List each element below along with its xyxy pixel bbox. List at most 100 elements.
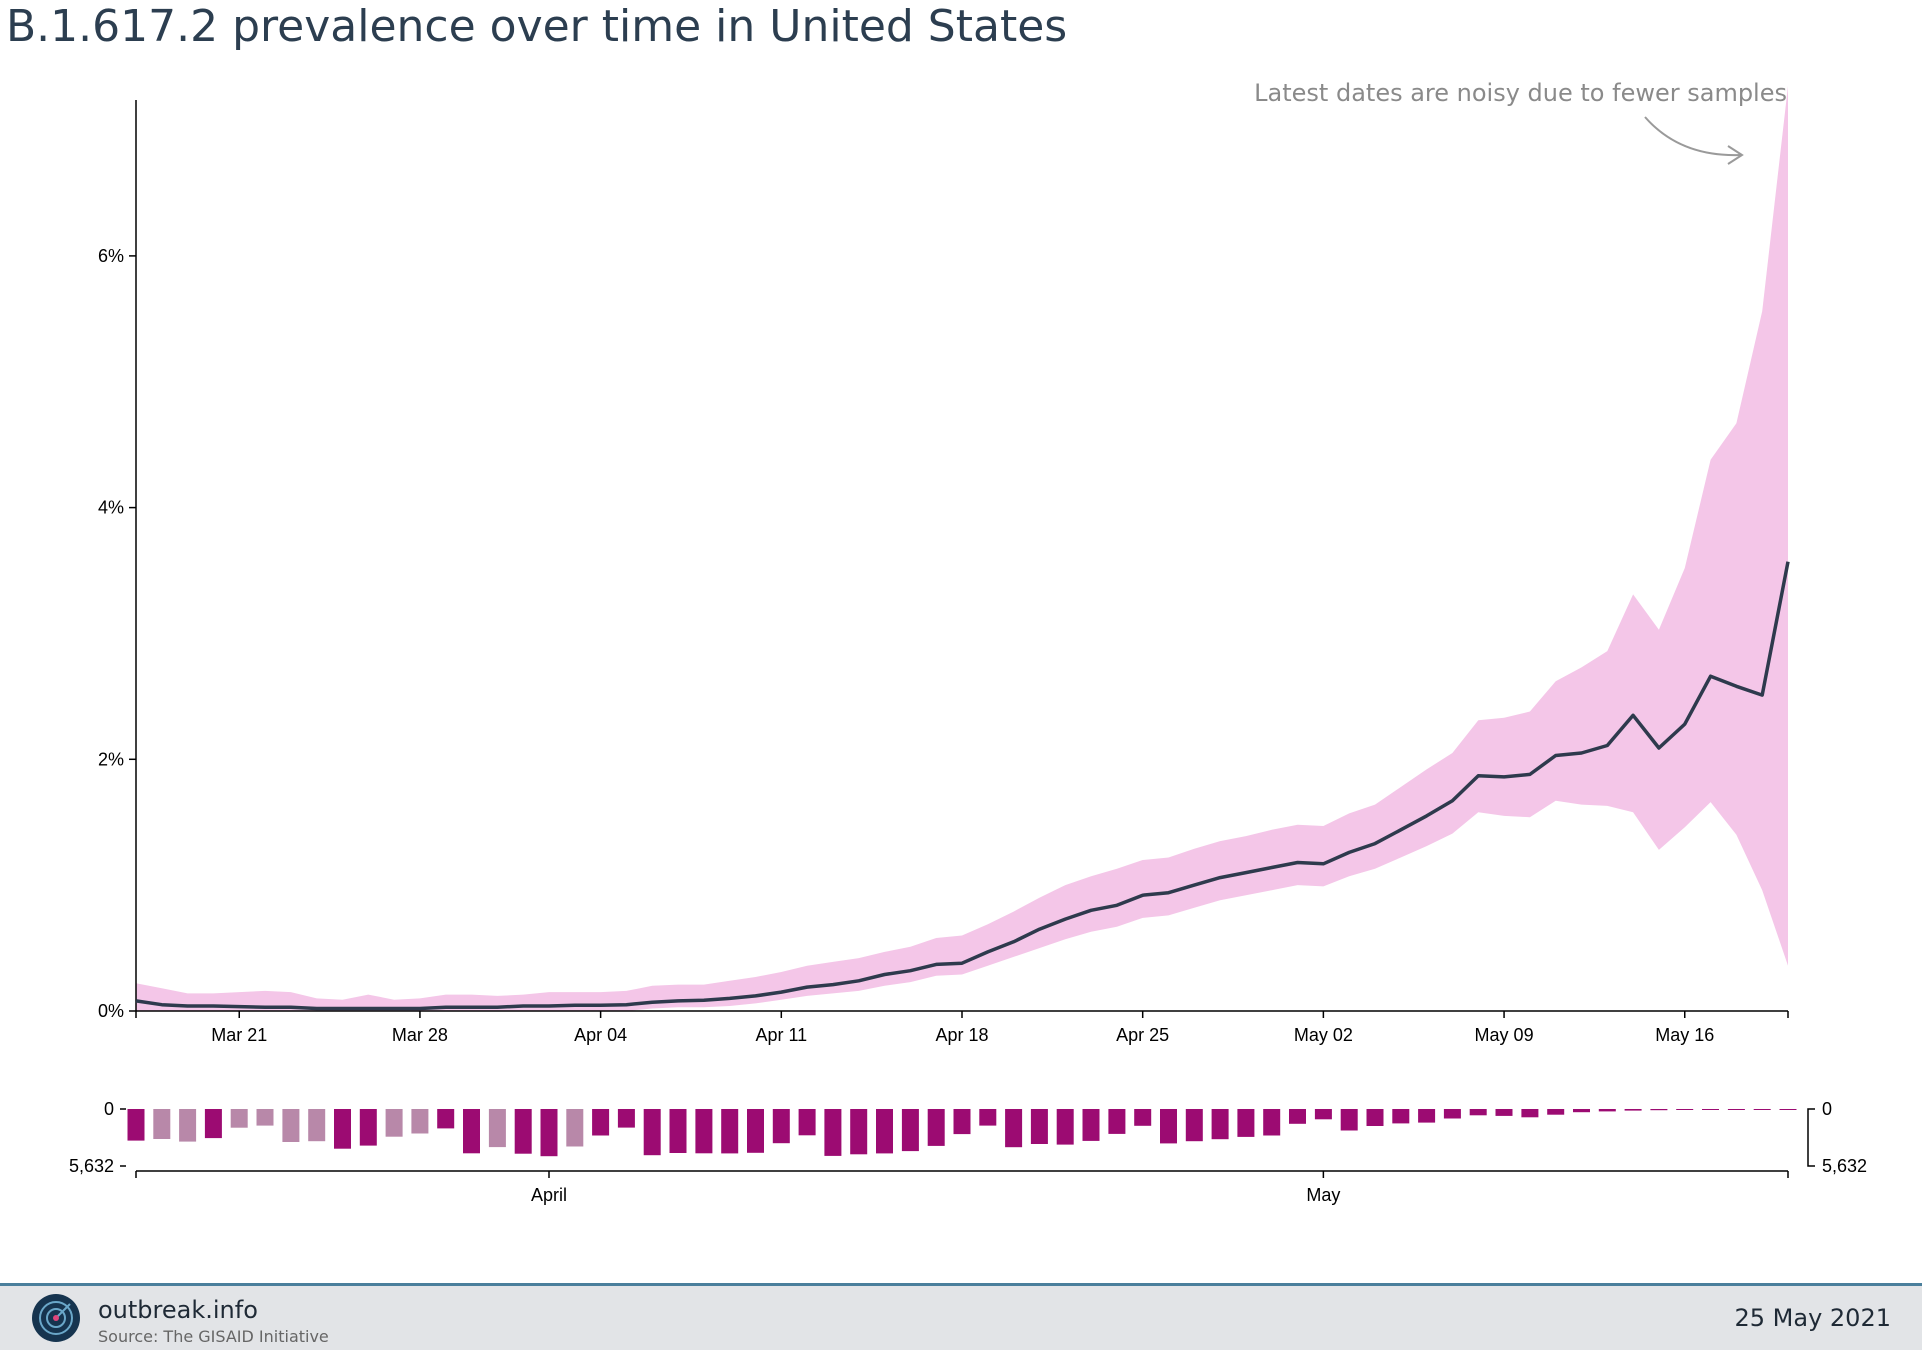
- x-tick-label: Apr 11: [755, 1025, 807, 1045]
- count-bar[interactable]: [1650, 1109, 1668, 1111]
- month-label: April: [531, 1185, 567, 1205]
- count-bar[interactable]: [1056, 1109, 1074, 1145]
- count-bar[interactable]: [463, 1109, 480, 1154]
- count-bar[interactable]: [1779, 1109, 1797, 1110]
- count-bar[interactable]: [179, 1109, 197, 1142]
- count-bar[interactable]: [488, 1109, 506, 1148]
- x-tick-label: May 16: [1655, 1025, 1714, 1045]
- count-bar[interactable]: [256, 1109, 274, 1126]
- count-bar[interactable]: [1030, 1109, 1048, 1144]
- count-bar[interactable]: [1521, 1109, 1539, 1118]
- count-bar[interactable]: [1108, 1109, 1126, 1134]
- count-bar[interactable]: [592, 1109, 610, 1136]
- count-bar[interactable]: [359, 1109, 377, 1146]
- count-bar[interactable]: [1702, 1109, 1719, 1110]
- confidence-band: [136, 86, 1788, 1011]
- count-bar[interactable]: [747, 1109, 764, 1153]
- x-tick-label: Apr 04: [574, 1025, 627, 1045]
- x-tick-label: May 02: [1294, 1025, 1353, 1045]
- count-bar[interactable]: [721, 1109, 739, 1154]
- chart-title: B.1.617.2 prevalence over time in United…: [6, 1, 1067, 52]
- count-bar[interactable]: [1598, 1109, 1616, 1112]
- count-bar[interactable]: [850, 1109, 868, 1155]
- x-tick-label: Apr 25: [1116, 1025, 1169, 1045]
- count-bar[interactable]: [1573, 1109, 1590, 1113]
- prevalence-line[interactable]: [135, 561, 1790, 1011]
- outbreak-logo-icon[interactable]: [32, 1294, 80, 1342]
- annotation-arrow: [1644, 116, 1741, 157]
- count-bar[interactable]: [643, 1109, 661, 1156]
- y-tick-label: 2%: [98, 749, 124, 769]
- count-bar[interactable]: [204, 1109, 222, 1139]
- month-label: May: [1306, 1185, 1340, 1205]
- count-bar[interactable]: [1289, 1109, 1306, 1124]
- count-bar[interactable]: [979, 1109, 997, 1126]
- count-scale-min-right: 0: [1822, 1099, 1832, 1119]
- count-bar[interactable]: [1418, 1109, 1436, 1123]
- count-bar[interactable]: [772, 1109, 790, 1144]
- count-bar[interactable]: [1495, 1109, 1513, 1116]
- footer-date: 25 May 2021: [1735, 1304, 1892, 1332]
- count-bar[interactable]: [824, 1109, 842, 1156]
- footer-source: Source: The GISAID Initiative: [98, 1327, 329, 1346]
- footer: outbreak.info Source: The GISAID Initiat…: [0, 1283, 1922, 1350]
- annotation-arrow-head: [1727, 145, 1744, 165]
- count-bar[interactable]: [1237, 1109, 1255, 1137]
- count-bar[interactable]: [385, 1109, 403, 1137]
- y-tick-label: 6%: [98, 246, 124, 266]
- sequencing-count-chart: 0 5,632 0 5,632 April May: [69, 1099, 1867, 1205]
- count-bar[interactable]: [953, 1109, 971, 1135]
- count-bar[interactable]: [230, 1109, 248, 1128]
- count-scale-min-left: 0: [104, 1099, 114, 1119]
- count-bar[interactable]: [1624, 1109, 1642, 1111]
- count-bar[interactable]: [927, 1109, 945, 1146]
- count-bar[interactable]: [1211, 1109, 1229, 1140]
- count-bar[interactable]: [1366, 1109, 1384, 1126]
- count-scale-right: [1807, 1108, 1815, 1167]
- count-bar[interactable]: [695, 1109, 713, 1154]
- count-bar[interactable]: [1469, 1109, 1487, 1116]
- count-bar[interactable]: [540, 1109, 558, 1157]
- count-bar[interactable]: [1005, 1109, 1023, 1148]
- count-bar[interactable]: [1547, 1109, 1565, 1115]
- count-bar[interactable]: [1676, 1109, 1694, 1110]
- footer-rule: [0, 1283, 1922, 1286]
- count-scale-max-left: 5,632: [69, 1156, 114, 1176]
- y-tick-label: 4%: [98, 498, 124, 518]
- count-bar[interactable]: [566, 1109, 584, 1147]
- x-tick-label: Mar 21: [211, 1025, 267, 1045]
- count-bar[interactable]: [1443, 1109, 1461, 1119]
- count-bar[interactable]: [282, 1109, 300, 1142]
- count-bar[interactable]: [1185, 1109, 1203, 1142]
- count-bar[interactable]: [798, 1109, 816, 1136]
- x-tick-label: May 09: [1475, 1025, 1534, 1045]
- count-bar[interactable]: [669, 1109, 687, 1153]
- count-bar[interactable]: [153, 1109, 171, 1139]
- count-bar[interactable]: [308, 1109, 326, 1142]
- count-bar[interactable]: [1082, 1109, 1100, 1141]
- count-bar[interactable]: [411, 1109, 429, 1134]
- x-tick-label: Mar 28: [392, 1025, 448, 1045]
- count-bar[interactable]: [876, 1109, 893, 1154]
- count-bar[interactable]: [1340, 1109, 1358, 1131]
- count-bar[interactable]: [1727, 1109, 1745, 1110]
- count-bar[interactable]: [1753, 1109, 1771, 1110]
- count-bar[interactable]: [1392, 1109, 1410, 1124]
- footer-brand[interactable]: outbreak.info: [98, 1296, 258, 1324]
- count-bar[interactable]: [1263, 1109, 1281, 1136]
- count-bar[interactable]: [127, 1109, 145, 1141]
- count-bar[interactable]: [437, 1109, 455, 1129]
- count-bar[interactable]: [1160, 1109, 1177, 1144]
- count-bar[interactable]: [617, 1109, 635, 1128]
- x-tick-label: Apr 18: [935, 1025, 988, 1045]
- footer-background: [0, 1283, 1922, 1350]
- count-scale-max-right: 5,632: [1822, 1156, 1867, 1176]
- count-bar[interactable]: [1134, 1109, 1152, 1126]
- count-scale-left: [120, 1108, 126, 1167]
- count-bar[interactable]: [1314, 1109, 1332, 1120]
- count-bar[interactable]: [514, 1109, 532, 1154]
- count-bar[interactable]: [901, 1109, 919, 1152]
- prevalence-chart: 0% 2% 4% 6% Mar 21 Mar 28 Apr 04 Apr 11 Apr 18 Ap…: [98, 86, 1790, 1045]
- count-bar[interactable]: [334, 1109, 351, 1149]
